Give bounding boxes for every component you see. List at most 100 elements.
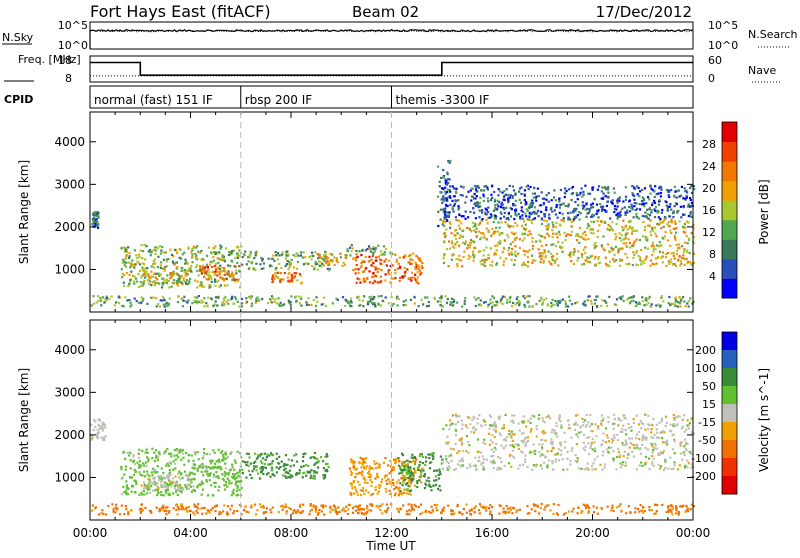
data-point [605, 257, 607, 259]
data-point [357, 512, 359, 514]
data-point [226, 486, 228, 488]
data-point [156, 471, 158, 473]
data-point [491, 434, 493, 436]
y-tick-label: 4000 [54, 135, 85, 149]
data-point [564, 196, 566, 198]
data-point [451, 259, 453, 261]
data-point [104, 426, 106, 428]
data-point [628, 263, 630, 265]
data-point [277, 258, 279, 260]
data-point [623, 414, 625, 416]
data-point [138, 453, 140, 455]
data-point [397, 297, 399, 299]
data-point [644, 229, 646, 231]
data-point [397, 457, 399, 459]
data-point [422, 462, 424, 464]
data-point [548, 192, 550, 194]
data-point [569, 253, 571, 255]
data-point [629, 302, 631, 304]
data-point [318, 255, 320, 257]
data-point [445, 424, 447, 426]
data-point [613, 211, 615, 213]
data-point [556, 253, 558, 255]
data-point [364, 482, 366, 484]
data-point [635, 213, 637, 215]
data-point [377, 271, 379, 273]
data-point [97, 227, 99, 229]
data-point [376, 462, 378, 464]
data-point [98, 425, 100, 427]
data-point [642, 215, 644, 217]
data-point [250, 298, 252, 300]
data-point [455, 238, 457, 240]
data-point [456, 241, 458, 243]
data-point [566, 233, 568, 235]
data-point [354, 506, 356, 508]
data-point [477, 438, 479, 440]
data-point [248, 511, 250, 513]
data-point [587, 421, 589, 423]
data-point [605, 211, 607, 213]
data-point [433, 480, 435, 482]
data-point [419, 455, 421, 457]
data-point [363, 261, 365, 263]
data-point [600, 444, 602, 446]
data-point [531, 241, 533, 243]
data-point [136, 462, 138, 464]
data-point [512, 302, 514, 304]
data-point [498, 188, 500, 190]
data-point [509, 454, 511, 456]
data-point [223, 267, 225, 269]
data-point [195, 258, 197, 260]
data-point [649, 231, 651, 233]
data-point [314, 251, 316, 253]
data-point [498, 513, 500, 515]
data-point [540, 255, 542, 257]
data-point [525, 224, 527, 226]
data-point [649, 214, 651, 216]
data-point [161, 300, 163, 302]
data-point [211, 252, 213, 254]
data-point [676, 253, 678, 255]
data-point [651, 428, 653, 430]
data-point [213, 482, 215, 484]
data-point [393, 469, 395, 471]
data-point [461, 513, 463, 515]
data-point [284, 272, 286, 274]
data-point [167, 258, 169, 260]
data-point [526, 301, 528, 303]
data-point [326, 453, 328, 455]
data-point [502, 303, 504, 305]
data-point [281, 461, 283, 463]
data-point [126, 452, 128, 454]
data-point [282, 251, 284, 253]
data-point [197, 512, 199, 514]
data-point [249, 474, 251, 476]
data-point [275, 267, 277, 269]
data-point [223, 297, 225, 299]
data-point [362, 305, 364, 307]
data-point [458, 245, 460, 247]
data-point [152, 297, 154, 299]
data-point [522, 451, 524, 453]
data-point [513, 415, 515, 417]
data-point [125, 493, 127, 495]
data-point [506, 505, 508, 507]
data-point [372, 262, 374, 264]
data-point [646, 256, 648, 258]
data-point [532, 193, 534, 195]
data-point [688, 305, 690, 307]
data-point [124, 258, 126, 260]
data-point [439, 304, 441, 306]
n-sky-label: N.Sky [2, 31, 34, 44]
data-point [585, 259, 587, 261]
data-point [299, 302, 301, 304]
data-point [133, 454, 135, 456]
data-point [146, 303, 148, 305]
data-point [196, 281, 198, 283]
data-point [477, 297, 479, 299]
data-point [213, 467, 215, 469]
data-point [456, 265, 458, 267]
data-point [223, 504, 225, 506]
data-point [675, 416, 677, 418]
